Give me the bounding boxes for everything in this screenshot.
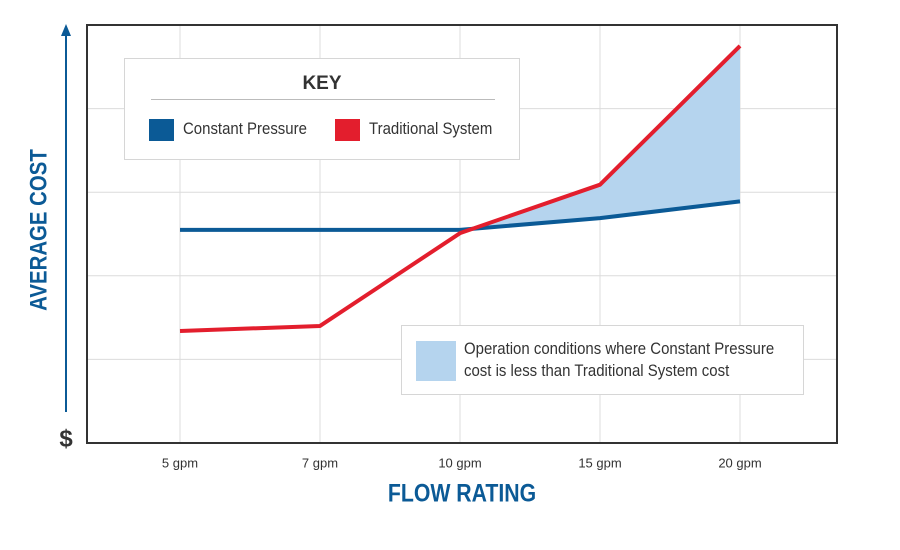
y-axis-title: AVERAGE COST — [25, 149, 52, 311]
legend-swatch — [149, 119, 174, 141]
x-axis-title: FLOW RATING — [388, 479, 536, 507]
legend: KEY Constant Pressure Traditional System — [124, 58, 520, 160]
annotation-text: Operation conditions where Constant Pres… — [464, 339, 775, 380]
legend-label: Constant Pressure — [183, 119, 307, 138]
y-origin-label: $ — [59, 425, 73, 452]
x-tick-label: 7 gpm — [302, 455, 338, 470]
annotation-box: Operation conditions where Constant Pres… — [401, 325, 804, 395]
annotation-swatch — [416, 341, 456, 381]
line — [179, 44, 742, 333]
legend-title: KEY — [302, 73, 342, 94]
plot-frame — [86, 24, 838, 444]
x-tick-label: 15 gpm — [578, 455, 621, 470]
x-tick-label: 20 gpm — [718, 455, 761, 470]
legend-swatch — [335, 119, 360, 141]
line — [180, 199, 741, 232]
x-tick-label: 5 gpm — [162, 455, 198, 470]
arrow-head — [61, 24, 71, 36]
legend-label: Traditional System — [369, 119, 493, 138]
legend-rule — [151, 99, 495, 100]
x-tick-label: 10 gpm — [438, 455, 481, 470]
advantage-area — [472, 45, 740, 229]
